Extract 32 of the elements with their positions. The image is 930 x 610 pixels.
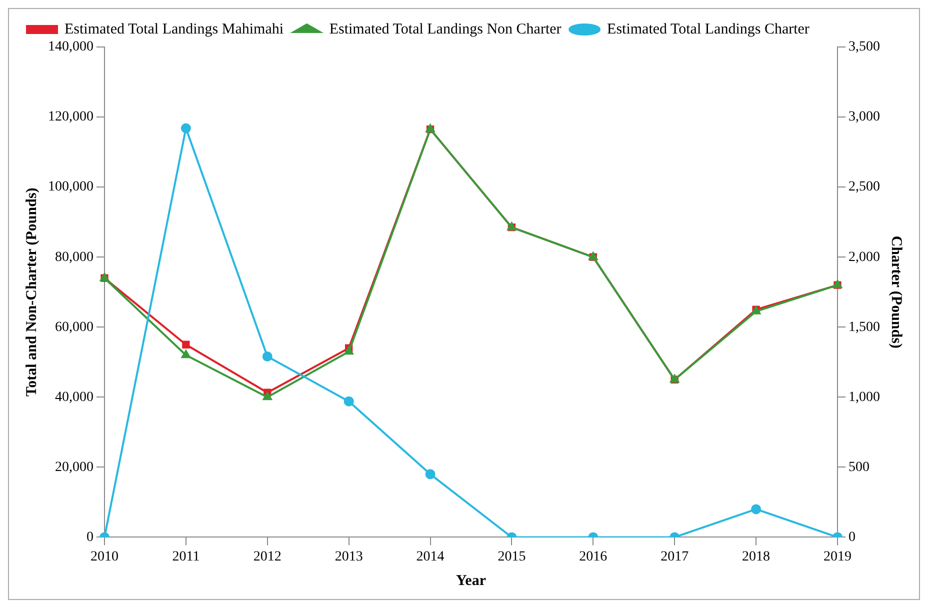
x-axis-title: Year bbox=[456, 572, 486, 589]
y-tick-label: 40,000 bbox=[55, 390, 94, 405]
y2-tick-label: 3,000 bbox=[848, 110, 880, 125]
y-axis-title: Total and Non-Charter (Pounds) bbox=[24, 188, 40, 396]
x-tick-label: 2014 bbox=[416, 549, 444, 564]
x-tick-label: 2016 bbox=[579, 549, 608, 564]
y2-tick-label: 2,500 bbox=[848, 180, 880, 195]
x-tick-label: 2011 bbox=[172, 549, 200, 564]
x-tick-label: 2010 bbox=[90, 549, 118, 564]
legend-label: Estimated Total Landings Mahimahi bbox=[64, 21, 284, 38]
y2-tick-label: 1,500 bbox=[848, 320, 880, 335]
legend-label: Estimated Total Landings Non Charter bbox=[329, 21, 562, 38]
y-tick-label: 120,000 bbox=[48, 110, 94, 125]
y-tick-label: 0 bbox=[86, 530, 94, 545]
y-tick-label: 20,000 bbox=[55, 460, 94, 475]
y2-axis-title: Charter (Pounds) bbox=[888, 236, 904, 348]
x-tick-label: 2012 bbox=[253, 549, 282, 564]
y2-tick-label: 3,500 bbox=[848, 40, 880, 55]
y-tick-label: 60,000 bbox=[55, 320, 94, 335]
y-tick-label: 80,000 bbox=[55, 250, 94, 265]
x-tick-label: 2015 bbox=[498, 549, 526, 564]
x-tick-label: 2013 bbox=[334, 549, 363, 564]
y2-tick-label: 2,000 bbox=[848, 250, 880, 265]
y2-tick-label: 500 bbox=[848, 460, 870, 475]
x-tick-label: 2019 bbox=[824, 549, 852, 564]
x-tick-label: 2018 bbox=[742, 549, 770, 564]
legend-label: Estimated Total Landings Charter bbox=[607, 21, 810, 38]
x-tick-label: 2017 bbox=[660, 549, 689, 564]
y2-tick-label: 0 bbox=[848, 530, 856, 545]
y2-tick-label: 1,000 bbox=[848, 390, 880, 405]
y-tick-label: 140,000 bbox=[48, 40, 94, 55]
y-tick-label: 100,000 bbox=[48, 180, 94, 195]
